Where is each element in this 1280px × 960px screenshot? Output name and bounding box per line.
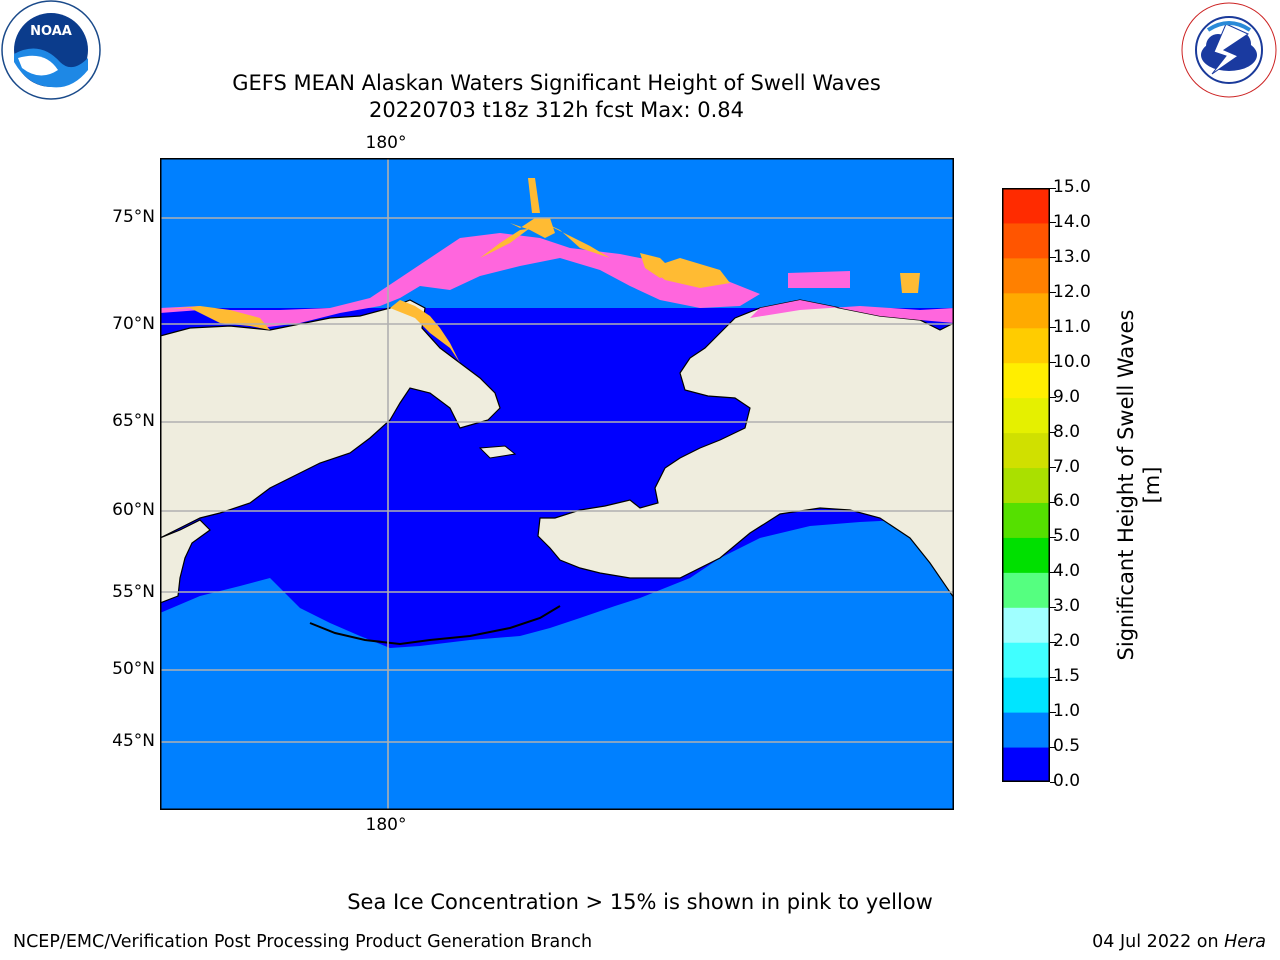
colorbar-tick-mark [1050, 676, 1056, 678]
colorbar-segment [1002, 677, 1050, 713]
colorbar-tick-mark [1050, 327, 1056, 329]
colorbar-tick-label: 10.0 [1053, 351, 1091, 372]
land-siberia [159, 299, 501, 539]
colorbar-segment [1002, 537, 1050, 573]
lat-label-70: 70°N [112, 314, 155, 334]
colorbar-tick-mark [1050, 501, 1056, 503]
colorbar-segment [1002, 222, 1050, 259]
colorbar-tick-label: 2.0 [1053, 631, 1081, 652]
colorbar-tick-mark [1050, 362, 1056, 364]
colorbar-tick-label: 5.0 [1053, 526, 1081, 547]
colorbar-label: Significant Height of Swell Waves [m] [1099, 290, 1179, 680]
colorbar-tick-mark [1050, 397, 1056, 399]
colorbar-segment [1002, 257, 1050, 294]
nws-logo [1178, 0, 1280, 100]
lat-label-60: 60°N [112, 500, 155, 520]
colorbar-tick-mark [1050, 292, 1056, 294]
footer-left: NCEP/EMC/Verification Post Processing Pr… [13, 932, 593, 952]
sea-ice-note: Sea Ice Concentration > 15% is shown in … [347, 890, 933, 914]
colorbar-tick-label: 14.0 [1053, 211, 1091, 232]
land-kamchatka [159, 519, 211, 604]
colorbar-segment [1002, 432, 1050, 469]
st-lawrence-island [478, 445, 517, 459]
colorbar-tick-mark [1050, 571, 1056, 573]
colorbar-segment [1002, 188, 1050, 224]
noaa-logo: NOAA [0, 0, 102, 100]
colorbar-segment [1002, 467, 1050, 503]
colorbar-tick-mark [1050, 187, 1056, 189]
lat-label-50: 50°N [112, 659, 155, 679]
colorbar-tick-label: 11.0 [1053, 316, 1091, 337]
colorbar-segment [1002, 397, 1050, 434]
colorbar-tick-mark [1050, 536, 1056, 538]
sea-ice-overlay [160, 178, 954, 363]
footer-host: Hera [1224, 932, 1266, 952]
colorbar-tick-label: 0.5 [1053, 736, 1081, 757]
colorbar-tick-mark [1050, 711, 1056, 713]
footer-date: 04 Jul 2022 on [1092, 932, 1225, 952]
colorbar-tick-label: 0.0 [1053, 771, 1081, 791]
colorbar-tick-label: 3.0 [1053, 596, 1081, 617]
colorbar-tick-label: 12.0 [1053, 281, 1091, 302]
colorbar-tick-mark [1050, 746, 1056, 748]
colorbar-tick-label: 1.5 [1053, 666, 1081, 687]
footer-right: 04 Jul 2022 on Hera [1092, 932, 1266, 952]
map-panel [159, 158, 955, 810]
aleutian-islands [309, 605, 561, 646]
noaa-emblem-icon: NOAA [1, 0, 101, 100]
colorbar-tick-label: 15.0 [1053, 177, 1091, 197]
colorbar-tick-label: 9.0 [1053, 386, 1081, 407]
nws-emblem-icon [1181, 2, 1277, 98]
lat-label-55: 55°N [112, 582, 155, 602]
colorbar-segment [1002, 327, 1050, 364]
lat-label-45: 45°N [112, 731, 155, 751]
colorbar-tick-label: 4.0 [1053, 561, 1081, 582]
colorbar [1002, 188, 1050, 783]
colorbar-tick-mark [1050, 467, 1056, 469]
colorbar-segment [1002, 642, 1050, 678]
colorbar-tick-label: 13.0 [1053, 246, 1091, 267]
colorbar-segment [1002, 712, 1050, 748]
colorbar-tick-label: 1.0 [1053, 701, 1081, 722]
colorbar-segment [1002, 572, 1050, 608]
colorbar-segment [1002, 607, 1050, 643]
colorbar-tick-label: 8.0 [1053, 421, 1081, 442]
colorbar-tick-label: 6.0 [1053, 491, 1081, 512]
graticule [160, 158, 954, 810]
colorbar-tick-mark [1050, 432, 1056, 434]
colorbar-tick-mark [1050, 606, 1056, 608]
colorbar-segment [1002, 362, 1050, 399]
colorbar-segment [1002, 292, 1050, 329]
colorbar-tick-label: 7.0 [1053, 456, 1081, 477]
colorbar-tick-mark [1050, 641, 1056, 643]
lon-label-top: 180° [365, 133, 407, 153]
lon-label-bottom: 180° [365, 815, 407, 835]
land-alaska [537, 299, 955, 600]
chart-title: GEFS MEAN Alaskan Waters Significant Hei… [232, 71, 881, 95]
colorbar-tick-mark [1050, 781, 1056, 783]
colorbar-tick-mark [1050, 257, 1056, 259]
lat-label-75: 75°N [112, 207, 155, 227]
lat-label-65: 65°N [112, 411, 155, 431]
colorbar-tick-mark [1050, 222, 1056, 224]
colorbar-segment [1002, 502, 1050, 538]
svg-text:NOAA: NOAA [30, 24, 72, 39]
colorbar-segment [1002, 747, 1050, 783]
map-svg [159, 158, 955, 810]
map-border [160, 158, 954, 810]
chart-subtitle: 20220703 t18z 312h fcst Max: 0.84 [369, 98, 744, 122]
colorbar-label-text: Significant Height of Swell Waves [m] [1114, 309, 1164, 661]
